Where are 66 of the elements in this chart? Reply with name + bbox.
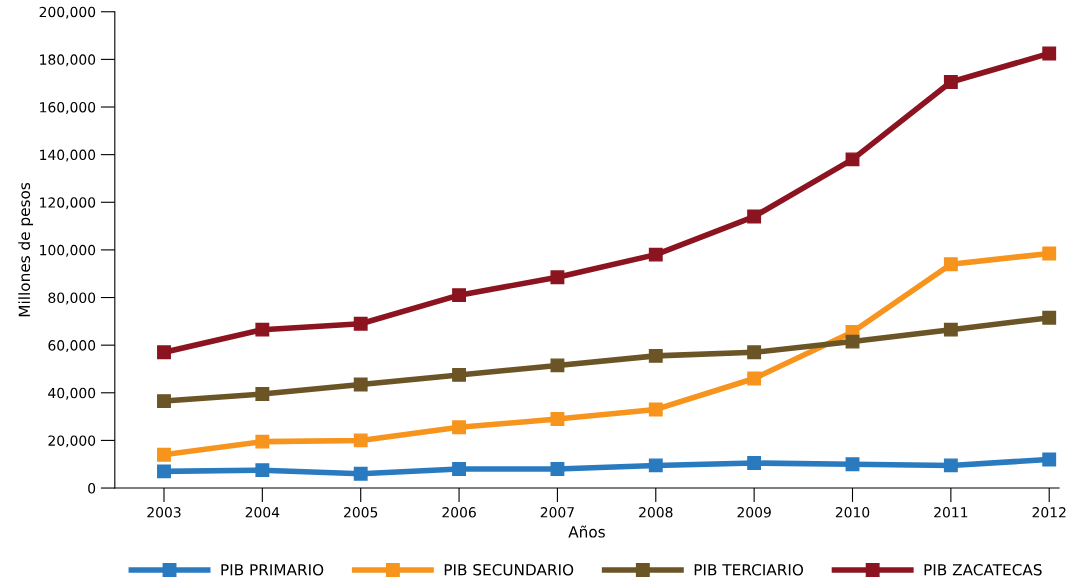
point: [648, 402, 663, 417]
x-tick-label: 2010: [835, 507, 870, 518]
point: [550, 270, 565, 285]
point: [943, 257, 958, 272]
point: [255, 387, 270, 401]
y-tick-label: 20,000: [48, 435, 96, 448]
y-tick-label: 40,000: [48, 387, 96, 400]
x-tick-label: 2006: [442, 507, 476, 518]
point: [452, 420, 467, 435]
point: [452, 288, 467, 303]
x-tick-label: 2007: [540, 507, 574, 518]
point: [550, 462, 565, 476]
legend-label: PIB PRIMARIO: [221, 563, 324, 576]
x-tick-label: 2005: [344, 507, 378, 518]
y-axis-title: Millones de pesos: [18, 182, 34, 317]
point: [845, 457, 860, 472]
point: [943, 458, 958, 473]
point: [943, 75, 958, 89]
point: [550, 412, 565, 426]
y-tick-label: 120,000: [40, 197, 96, 210]
point: [353, 316, 368, 331]
x-tick-label: 2008: [639, 507, 673, 518]
y-tick-label: 60,000: [48, 340, 96, 353]
point: [255, 434, 270, 449]
point: [157, 447, 171, 462]
point: [452, 462, 467, 476]
point: [1042, 46, 1057, 61]
point: [747, 209, 762, 224]
legend-label: PIB SECUNDARIO: [444, 563, 574, 576]
y-tick-label: 100,000: [40, 244, 96, 257]
point: [845, 334, 860, 349]
y-tick-label: 80,000: [48, 292, 96, 305]
point: [255, 463, 270, 478]
x-axis-title: Años: [568, 525, 605, 538]
point: [157, 345, 171, 360]
point: [353, 377, 368, 392]
point: [353, 466, 368, 481]
y-tick-label: 140,000: [40, 149, 96, 162]
point: [648, 348, 663, 363]
point: [353, 433, 368, 448]
point: [255, 322, 270, 337]
point: [845, 152, 860, 167]
legend-label: PIB ZACATECAS: [924, 563, 1042, 576]
point: [1042, 452, 1057, 467]
point: [157, 394, 171, 409]
y-tick-label: 0: [88, 483, 96, 494]
point: [1042, 246, 1057, 261]
x-tick-label: 2011: [934, 507, 968, 518]
x-tick-label: 2009: [737, 507, 771, 518]
x-tick-label: 2012: [1032, 507, 1066, 518]
y-tick-label: 200,000: [39, 6, 96, 19]
point: [452, 367, 467, 382]
x-tick-label: 2004: [245, 507, 280, 518]
point: [747, 456, 762, 470]
y-tick-label: 180,000: [40, 54, 96, 67]
x-tick-label: 2003: [147, 507, 181, 518]
point: [747, 371, 762, 386]
point: [648, 247, 663, 262]
point: [943, 322, 958, 337]
point: [550, 358, 565, 373]
point: [1042, 310, 1057, 325]
point: [648, 458, 663, 473]
point: [157, 464, 171, 479]
point: [747, 345, 762, 360]
legend-label: PIB TERCIARIO: [694, 563, 804, 576]
y-tick-label: 160,000: [40, 101, 96, 114]
